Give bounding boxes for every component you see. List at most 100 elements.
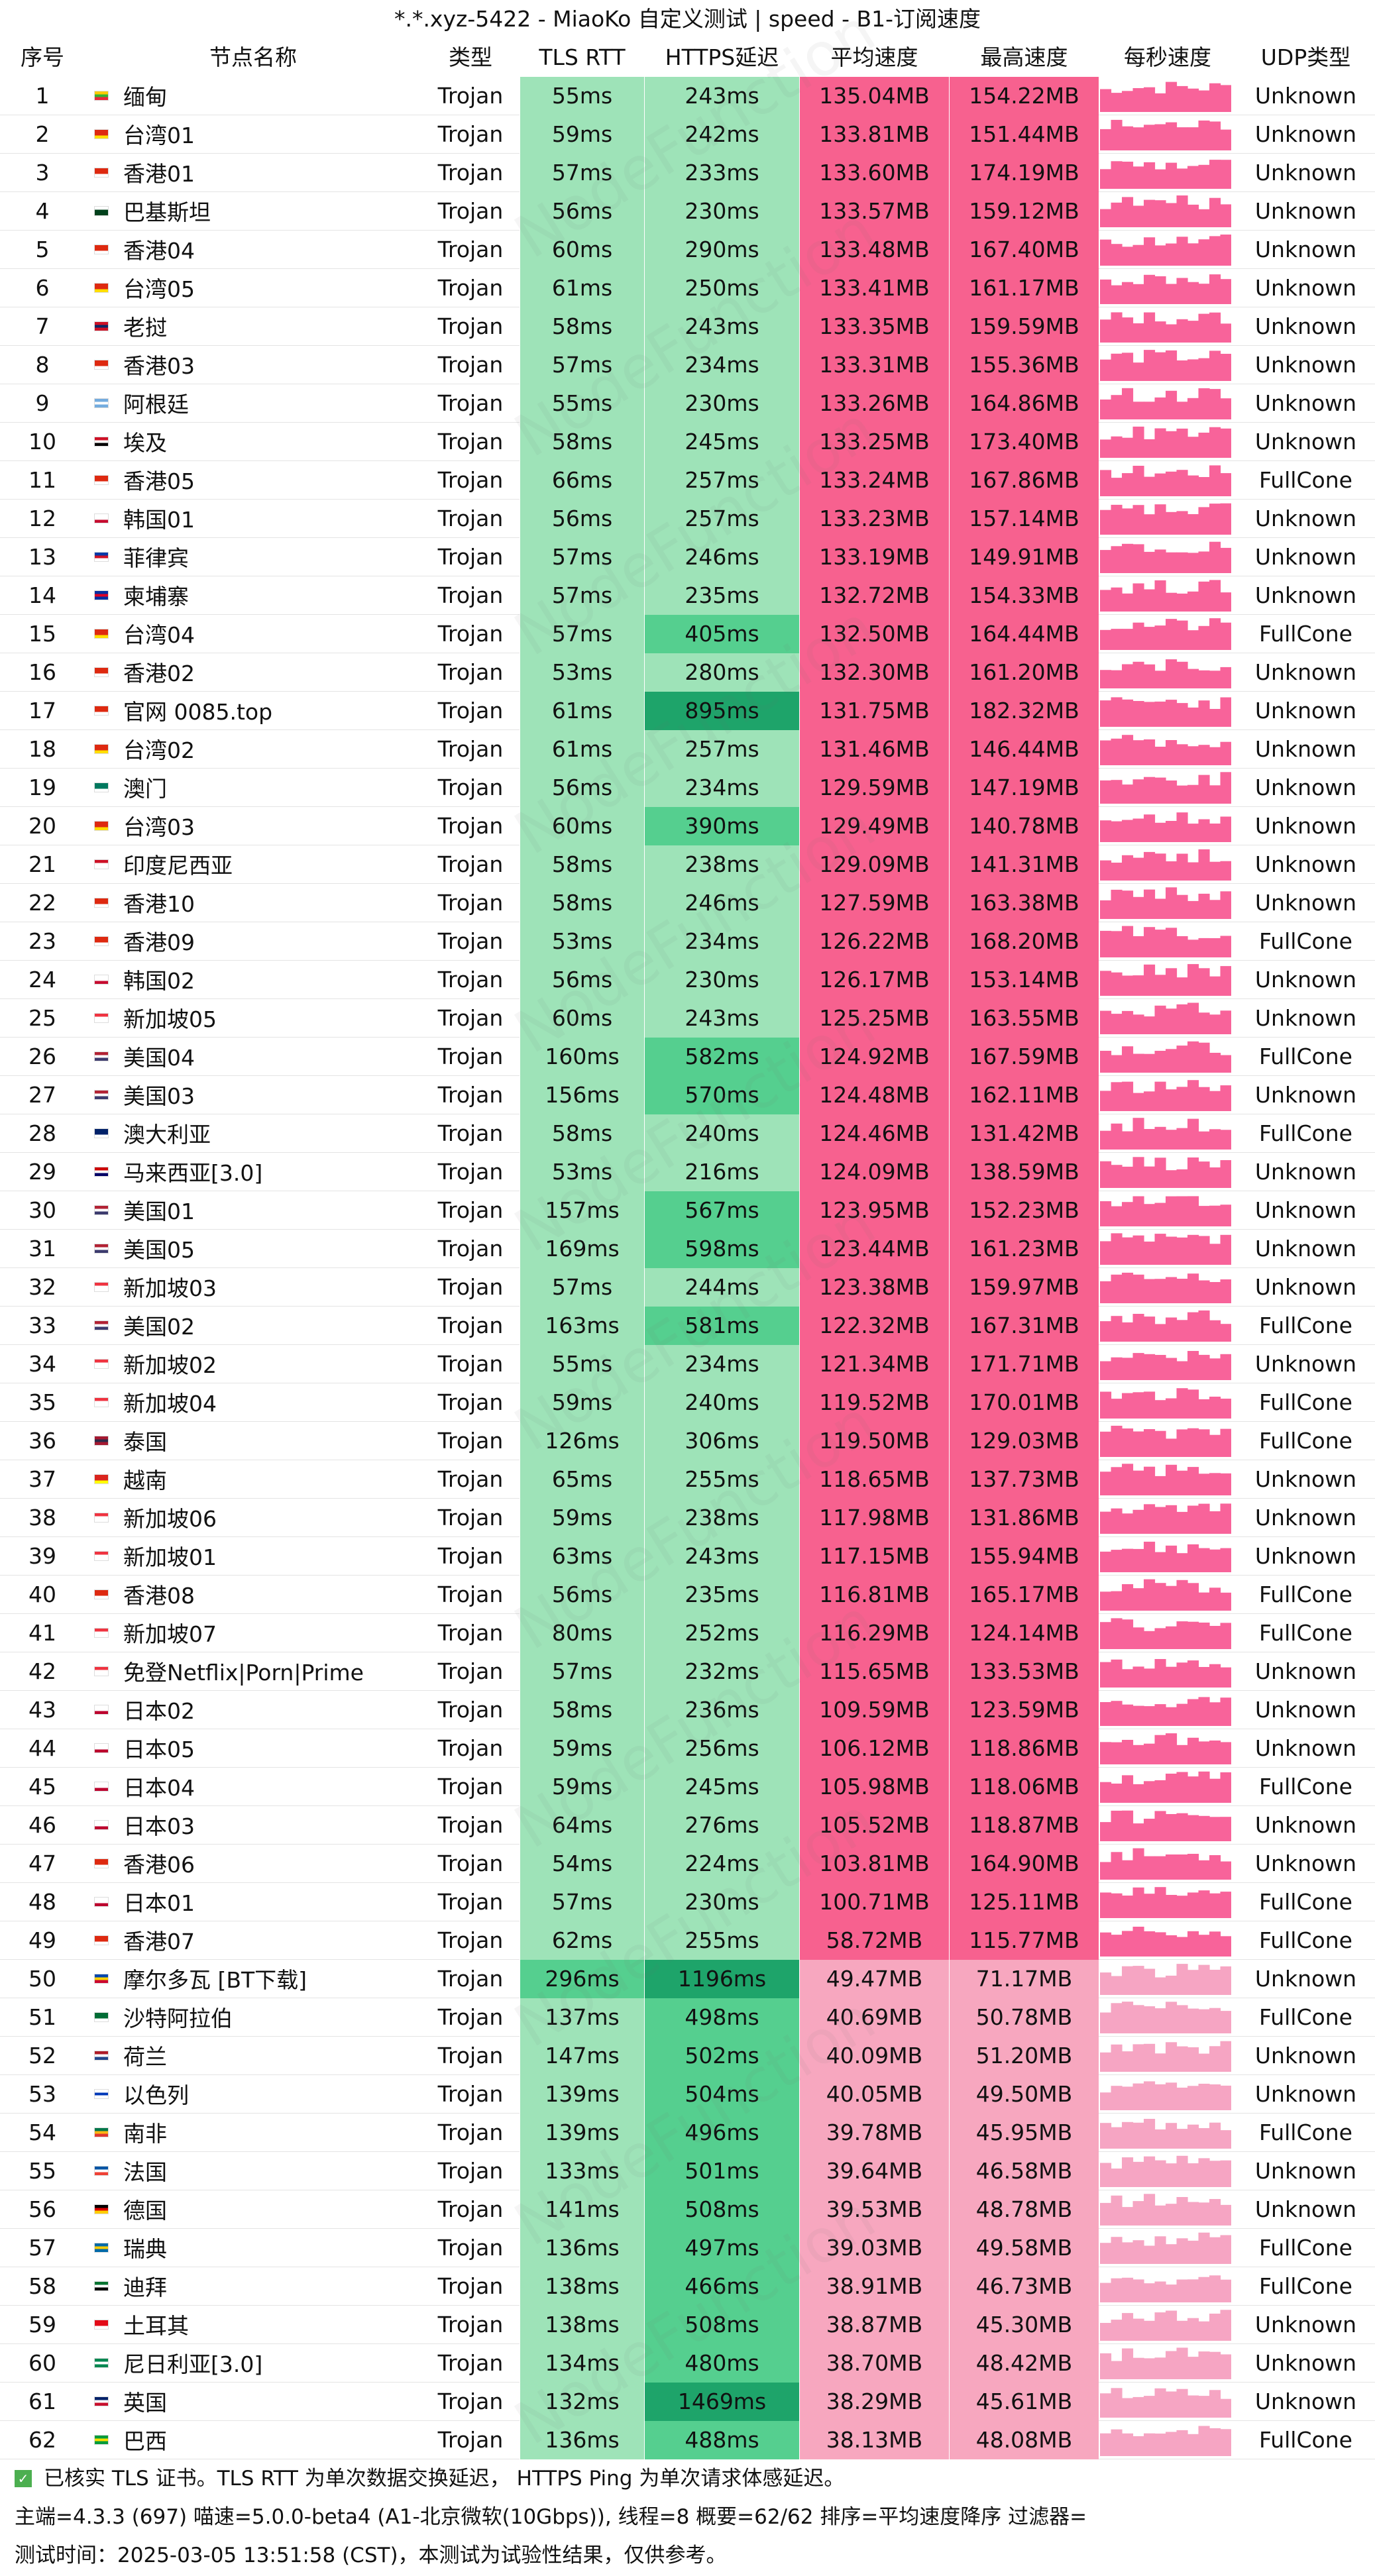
header-type[interactable]: 类型: [421, 38, 520, 77]
table-row[interactable]: 15 台湾04 Trojan 57ms 405ms 132.50MB 164.44MB Ful…: [0, 615, 1375, 653]
table-row[interactable]: 61 英国 Trojan 132ms 1469ms 38.29MB 45.61MB Unkno…: [0, 2383, 1375, 2421]
table-row[interactable]: 13 菲律宾 Trojan 57ms 246ms 133.19MB 149.91MB Unkn…: [0, 538, 1375, 576]
flag-id-icon: [94, 859, 109, 869]
table-row[interactable]: 42 免登Netflix|Porn|Prime Trojan 57ms 232ms 115…: [0, 1652, 1375, 1691]
node-name-cell: 香港10: [85, 884, 421, 922]
table-row[interactable]: 28 澳大利亚 Trojan 58ms 240ms 124.46MB 131.42MB Ful…: [0, 1114, 1375, 1153]
table-row[interactable]: 12 韩国01 Trojan 56ms 257ms 133.23MB 157.14MB Unk…: [0, 500, 1375, 538]
header-max-speed[interactable]: 最高速度: [949, 38, 1099, 77]
table-row[interactable]: 23 香港09 Trojan 53ms 234ms 126.22MB 168.20MB Ful…: [0, 922, 1375, 961]
sparkline-bar: [1176, 1196, 1188, 1226]
header-https-latency[interactable]: HTTPS延迟: [644, 38, 799, 77]
table-row[interactable]: 18 台湾02 Trojan 61ms 257ms 131.46MB 146.44MB Unk…: [0, 730, 1375, 769]
table-row[interactable]: 8 香港03 Trojan 57ms 234ms 133.31MB 155.36MB Unkn…: [0, 346, 1375, 384]
table-row[interactable]: 47 香港06 Trojan 54ms 224ms 103.81MB 164.90MB Unk…: [0, 1845, 1375, 1883]
header-udp-type[interactable]: UDP类型: [1237, 38, 1375, 77]
sparkline-bar: [1176, 1744, 1188, 1764]
table-row[interactable]: 16 香港02 Trojan 53ms 280ms 132.30MB 161.20MB Unk…: [0, 653, 1375, 692]
table-row[interactable]: 36 泰国 Trojan 126ms 306ms 119.50MB 129.03MB Full…: [0, 1422, 1375, 1460]
per-second-speed-sparkline: [1100, 2275, 1231, 2302]
table-row[interactable]: 22 香港10 Trojan 58ms 246ms 127.59MB 163.38MB Unk…: [0, 884, 1375, 922]
sparkline-bar: [1220, 1473, 1231, 1495]
https-latency-value: 502ms: [644, 2037, 799, 2075]
table-row[interactable]: 9 阿根廷 Trojan 55ms 230ms 133.26MB 164.86MB Unkno…: [0, 384, 1375, 423]
table-row[interactable]: 56 德国 Trojan 141ms 508ms 39.53MB 48.78MB Unknow…: [0, 2190, 1375, 2229]
table-row[interactable]: 59 土耳其 Trojan 138ms 508ms 38.87MB 45.30MB Unkno…: [0, 2306, 1375, 2344]
table-row[interactable]: 48 日本01 Trojan 57ms 230ms 100.71MB 125.11MB Ful…: [0, 1883, 1375, 1921]
table-row[interactable]: 11 香港05 Trojan 66ms 257ms 133.24MB 167.86MB Ful…: [0, 461, 1375, 500]
table-row[interactable]: 4 巴基斯坦 Trojan 56ms 230ms 133.57MB 159.12MB Unkn…: [0, 192, 1375, 231]
table-row[interactable]: 19 澳门 Trojan 56ms 234ms 129.59MB 147.19MB Unkno…: [0, 769, 1375, 807]
table-row[interactable]: 5 香港04 Trojan 60ms 290ms 133.48MB 167.40MB Unkn…: [0, 231, 1375, 269]
table-row[interactable]: 45 日本04 Trojan 59ms 245ms 105.98MB 118.06MB Ful…: [0, 1768, 1375, 1806]
table-row[interactable]: 53 以色列 Trojan 139ms 504ms 40.05MB 49.50MB Unkno…: [0, 2075, 1375, 2114]
sparkline-bar: [1166, 2284, 1178, 2302]
table-row[interactable]: 31 美国05 Trojan 169ms 598ms 123.44MB 161.23MB Un…: [0, 1230, 1375, 1268]
node-type: Trojan: [437, 813, 504, 839]
table-row[interactable]: 25 新加坡05 Trojan 60ms 243ms 125.25MB 163.55MB Un…: [0, 999, 1375, 1038]
row-index: 56: [28, 2196, 56, 2222]
sparkline-bar: [1187, 1234, 1199, 1265]
sparkline-bar: [1187, 2008, 1199, 2033]
table-row[interactable]: 14 柬埔寨 Trojan 57ms 235ms 132.72MB 154.33MB Unkn…: [0, 576, 1375, 615]
table-row[interactable]: 54 南非 Trojan 139ms 496ms 39.78MB 45.95MB FullCo…: [0, 2114, 1375, 2152]
table-row[interactable]: 38 新加坡06 Trojan 59ms 238ms 117.98MB 131.86MB Un…: [0, 1499, 1375, 1537]
node-name-cell: 埃及: [85, 423, 421, 461]
table-row[interactable]: 6 台湾05 Trojan 61ms 250ms 133.41MB 161.17MB Unkn…: [0, 269, 1375, 307]
sparkline-bar: [1166, 1545, 1178, 1572]
sparkline-bar: [1166, 2351, 1178, 2379]
header-per-second-speed[interactable]: 每秒速度: [1099, 38, 1237, 77]
table-row[interactable]: 51 沙特阿拉伯 Trojan 137ms 498ms 40.69MB 50.78MB Ful…: [0, 1998, 1375, 2037]
udp-type-value: FullCone: [1259, 2427, 1352, 2453]
sparkline-bar: [1176, 1896, 1188, 1918]
header-node-name[interactable]: 节点名称: [85, 38, 421, 77]
header-tls-rtt[interactable]: TLS RTT: [520, 38, 644, 77]
table-row[interactable]: 29 马来西亚[3.0] Trojan 53ms 216ms 124.09MB 138.59…: [0, 1153, 1375, 1191]
sparkline-bar: [1209, 1511, 1221, 1534]
table-row[interactable]: 55 法国 Trojan 133ms 501ms 39.64MB 46.58MB Unknow…: [0, 2152, 1375, 2190]
table-row[interactable]: 21 印度尼西亚 Trojan 58ms 238ms 129.09MB 141.31MB Un…: [0, 845, 1375, 884]
table-row[interactable]: 7 老挝 Trojan 58ms 243ms 133.35MB 159.59MB Unknow…: [0, 307, 1375, 346]
table-row[interactable]: 17 官网 0085.top Trojan 61ms 895ms 131.75MB 182.…: [0, 692, 1375, 730]
table-row[interactable]: 26 美国04 Trojan 160ms 582ms 124.92MB 167.59MB Fu…: [0, 1038, 1375, 1076]
table-row[interactable]: 60 尼日利亚[3.0] Trojan 134ms 480ms 38.70MB 48.42M…: [0, 2344, 1375, 2383]
sparkline-bar: [1220, 1085, 1231, 1111]
table-row[interactable]: 52 荷兰 Trojan 147ms 502ms 40.09MB 51.20MB Unknow…: [0, 2037, 1375, 2075]
https-latency-value: 480ms: [644, 2344, 799, 2383]
tls-rtt-value: 59ms: [520, 1499, 644, 1537]
table-row[interactable]: 37 越南 Trojan 65ms 255ms 118.65MB 137.73MB Unkno…: [0, 1460, 1375, 1499]
table-row[interactable]: 32 新加坡03 Trojan 57ms 244ms 123.38MB 159.97MB Un…: [0, 1268, 1375, 1307]
table-row[interactable]: 34 新加坡02 Trojan 55ms 234ms 121.34MB 171.71MB Un…: [0, 1345, 1375, 1383]
node-type: Trojan: [437, 2235, 504, 2261]
table-row[interactable]: 27 美国03 Trojan 156ms 570ms 124.48MB 162.11MB Un…: [0, 1076, 1375, 1114]
table-row[interactable]: 46 日本03 Trojan 64ms 276ms 105.52MB 118.87MB Unk…: [0, 1806, 1375, 1845]
header-avg-speed[interactable]: 平均速度: [799, 38, 949, 77]
table-row[interactable]: 50 摩尔多瓦 [BT下载] Trojan 296ms 1196ms 49.47MB 71.…: [0, 1960, 1375, 1998]
table-row[interactable]: 40 香港08 Trojan 56ms 235ms 116.81MB 165.17MB Ful…: [0, 1576, 1375, 1614]
sparkline-bar: [1100, 279, 1112, 304]
table-row[interactable]: 3 香港01 Trojan 57ms 233ms 133.60MB 174.19MB Unkn…: [0, 154, 1375, 192]
header-index[interactable]: 序号: [0, 38, 85, 77]
table-row[interactable]: 49 香港07 Trojan 62ms 255ms 58.72MB 115.77MB Full…: [0, 1921, 1375, 1960]
table-row[interactable]: 62 巴西 Trojan 136ms 488ms 38.13MB 48.08MB FullCo…: [0, 2421, 1375, 2459]
table-row[interactable]: 10 埃及 Trojan 58ms 245ms 133.25MB 173.40MB Unkno…: [0, 423, 1375, 461]
table-row[interactable]: 43 日本02 Trojan 58ms 236ms 109.59MB 123.59MB Unk…: [0, 1691, 1375, 1729]
table-row[interactable]: 41 新加坡07 Trojan 80ms 252ms 116.29MB 124.14MB Fu…: [0, 1614, 1375, 1652]
table-row[interactable]: 35 新加坡04 Trojan 59ms 240ms 119.52MB 170.01MB Fu…: [0, 1383, 1375, 1422]
table-row[interactable]: 30 美国01 Trojan 157ms 567ms 123.95MB 152.23MB Un…: [0, 1191, 1375, 1230]
table-row[interactable]: 33 美国02 Trojan 163ms 581ms 122.32MB 167.31MB Fu…: [0, 1307, 1375, 1345]
node-name-cell: 韩国02: [85, 961, 421, 999]
table-row[interactable]: 2 台湾01 Trojan 59ms 242ms 133.81MB 151.44MB Unkn…: [0, 115, 1375, 154]
https-latency-value: 508ms: [644, 2190, 799, 2229]
table-row[interactable]: 57 瑞典 Trojan 136ms 497ms 39.03MB 49.58MB FullCo…: [0, 2229, 1375, 2267]
table-row[interactable]: 24 韩国02 Trojan 56ms 230ms 126.17MB 153.14MB Unk…: [0, 961, 1375, 999]
table-row[interactable]: 1 缅甸 Trojan 55ms 243ms 135.04MB 154.22MB Unknow…: [0, 77, 1375, 115]
sparkline-bar: [1176, 1813, 1188, 1841]
table-row[interactable]: 44 日本05 Trojan 59ms 256ms 106.12MB 118.86MB Unk…: [0, 1729, 1375, 1768]
table-row[interactable]: 20 台湾03 Trojan 60ms 390ms 129.49MB 140.78MB Unk…: [0, 807, 1375, 845]
row-index: 9: [35, 390, 50, 416]
https-latency-value: 235ms: [644, 1576, 799, 1614]
node-type: Trojan: [437, 2427, 504, 2453]
table-row[interactable]: 58 迪拜 Trojan 138ms 466ms 38.91MB 46.73MB FullCo…: [0, 2267, 1375, 2306]
table-row[interactable]: 39 新加坡01 Trojan 63ms 243ms 117.15MB 155.94MB Un…: [0, 1537, 1375, 1576]
